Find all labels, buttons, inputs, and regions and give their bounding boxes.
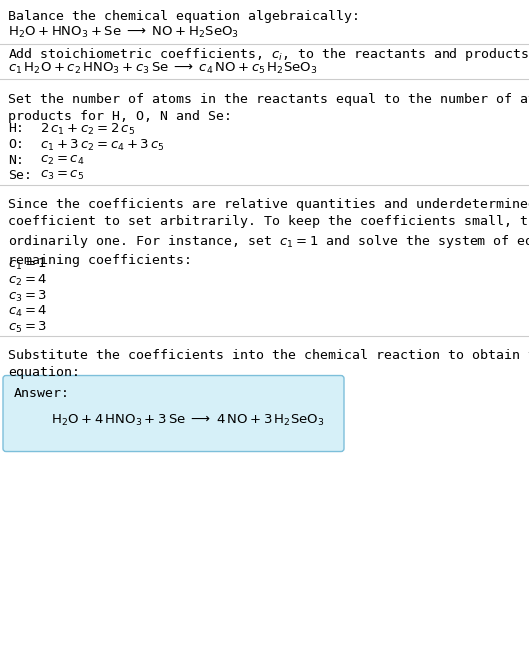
Text: $c_1 = 1$: $c_1 = 1$ bbox=[8, 258, 47, 272]
Text: H:: H: bbox=[8, 122, 24, 135]
Text: $c_1\,\mathrm{H_2O} + c_2\,\mathrm{HNO_3} + c_3\,\mathrm{Se} \;\longrightarrow\;: $c_1\,\mathrm{H_2O} + c_2\,\mathrm{HNO_3… bbox=[8, 60, 317, 76]
Text: Balance the chemical equation algebraically:: Balance the chemical equation algebraica… bbox=[8, 10, 360, 23]
Text: Add stoichiometric coefficients, $c_i$, to the reactants and products:: Add stoichiometric coefficients, $c_i$, … bbox=[8, 46, 529, 63]
Text: Since the coefficients are relative quantities and underdetermined, choose a
coe: Since the coefficients are relative quan… bbox=[8, 199, 529, 267]
Text: Answer:: Answer: bbox=[14, 386, 70, 400]
Text: $c_5 = 3$: $c_5 = 3$ bbox=[8, 320, 47, 335]
Text: $c_1 + 3\,c_2 = c_4 + 3\,c_5$: $c_1 + 3\,c_2 = c_4 + 3\,c_5$ bbox=[40, 138, 165, 153]
Text: $c_3 = c_5$: $c_3 = c_5$ bbox=[40, 170, 84, 182]
FancyBboxPatch shape bbox=[3, 375, 344, 452]
Text: $c_3 = 3$: $c_3 = 3$ bbox=[8, 289, 47, 303]
Text: Substitute the coefficients into the chemical reaction to obtain the balanced
eq: Substitute the coefficients into the che… bbox=[8, 349, 529, 379]
Text: Se:: Se: bbox=[8, 170, 32, 182]
Text: N:: N: bbox=[8, 153, 24, 167]
Text: $2\,c_1 + c_2 = 2\,c_5$: $2\,c_1 + c_2 = 2\,c_5$ bbox=[40, 122, 135, 137]
Text: O:: O: bbox=[8, 138, 24, 151]
Text: $c_2 = c_4$: $c_2 = c_4$ bbox=[40, 153, 85, 167]
Text: $c_2 = 4$: $c_2 = 4$ bbox=[8, 273, 48, 288]
Text: $\mathrm{H_2O + HNO_3 + Se \;\longrightarrow\; NO + H_2SeO_3}$: $\mathrm{H_2O + HNO_3 + Se \;\longrighta… bbox=[8, 25, 239, 40]
Text: $c_4 = 4$: $c_4 = 4$ bbox=[8, 304, 48, 320]
Text: $\mathrm{H_2O + 4\,HNO_3 + 3\,Se \;\longrightarrow\; 4\,NO + 3\,H_2SeO_3}$: $\mathrm{H_2O + 4\,HNO_3 + 3\,Se \;\long… bbox=[51, 413, 324, 428]
Text: Set the number of atoms in the reactants equal to the number of atoms in the
pro: Set the number of atoms in the reactants… bbox=[8, 93, 529, 123]
